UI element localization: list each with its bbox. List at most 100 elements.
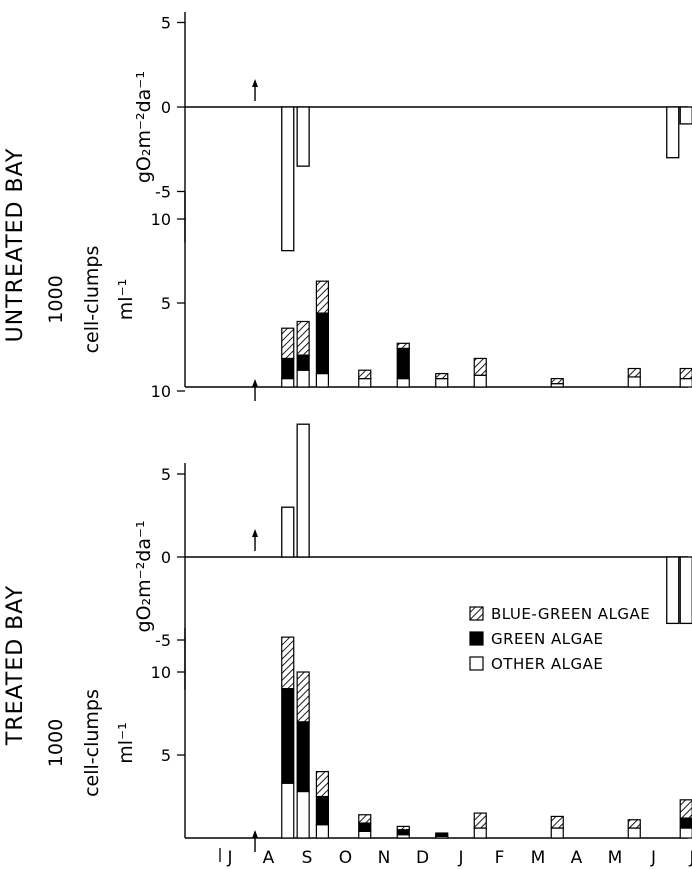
cells-y-label: cell-clumps bbox=[81, 689, 103, 797]
panel-0-cells: 10 5 1000 cell-clumps ml⁻¹ bbox=[45, 192, 692, 401]
y-tick-label: 5 bbox=[161, 14, 171, 33]
green-algae-segment bbox=[281, 687, 295, 784]
blue-green-algae-segment bbox=[627, 819, 641, 829]
blue-green-algae-segment bbox=[281, 636, 295, 690]
y-tick-label: 0 bbox=[161, 548, 171, 567]
legend: BLUE-GREEN ALGAE GREEN ALGAE OTHER ALGAE bbox=[469, 605, 650, 673]
y-tick-label: -5 bbox=[155, 631, 171, 650]
month-tick-label: J bbox=[688, 848, 692, 868]
other-algae-segment bbox=[550, 827, 564, 839]
blue-green-algae-segment bbox=[627, 367, 641, 378]
other-algae-segment bbox=[358, 830, 372, 839]
green-algae-segment bbox=[396, 347, 410, 380]
y-tick-label: -5 bbox=[155, 183, 171, 202]
other-algae-segment bbox=[281, 378, 295, 388]
blue-green-algae-segment bbox=[296, 320, 310, 356]
y-tick-label: 10 bbox=[151, 663, 171, 682]
blue-green-algae-segment bbox=[315, 770, 329, 798]
other-algae-segment bbox=[473, 827, 487, 839]
month-tick-label: O bbox=[339, 848, 352, 868]
green-algae-segment bbox=[296, 354, 310, 371]
oxygen-bar bbox=[296, 423, 310, 558]
month-tick-label: J bbox=[457, 848, 463, 868]
cells-y-label: 1000 bbox=[45, 275, 67, 323]
green-algae-segment bbox=[358, 822, 372, 832]
y-tick-label: 5 bbox=[161, 294, 171, 313]
oxygen-bar bbox=[281, 106, 295, 252]
green-algae-segment bbox=[315, 795, 329, 826]
legend-label: OTHER ALGAE bbox=[491, 655, 603, 673]
oxygen-bar bbox=[666, 106, 680, 159]
other-algae-segment bbox=[358, 378, 372, 388]
other-algae-segment bbox=[627, 376, 641, 388]
month-tick-label: S bbox=[302, 848, 313, 868]
blue-green-algae-segment bbox=[396, 825, 410, 831]
oxygen-bar bbox=[296, 106, 310, 167]
cells-y-label: 1000 bbox=[45, 719, 67, 767]
other-algae-segment bbox=[315, 824, 329, 839]
month-tick-label: A bbox=[571, 848, 583, 868]
blue-green-algae-segment bbox=[315, 280, 329, 314]
other-algae-segment bbox=[296, 369, 310, 388]
blue-green-algae-segment bbox=[550, 815, 564, 829]
other-algae-segment bbox=[315, 372, 329, 388]
other-algae-segment bbox=[435, 378, 449, 388]
month-tick-label: D bbox=[416, 848, 429, 868]
blue-green-algae-segment bbox=[435, 372, 449, 380]
green-algae-segment bbox=[315, 312, 329, 375]
blue-green-algae-segment bbox=[473, 357, 487, 376]
blue-green-algae-segment bbox=[358, 814, 372, 824]
green-algae-segment bbox=[396, 829, 410, 836]
arrow-marker-head bbox=[252, 79, 259, 87]
green-algae-segment bbox=[435, 832, 449, 837]
oxygen-bar bbox=[679, 106, 692, 125]
blue-green-algae-segment bbox=[679, 799, 692, 819]
legend-swatch bbox=[469, 631, 484, 646]
group-label: UNTREATED BAY bbox=[3, 148, 28, 343]
month-axis: JASONDJFMAMJJ bbox=[219, 848, 692, 868]
group-label: TREATED BAY bbox=[3, 585, 28, 746]
green-algae-segment bbox=[281, 357, 295, 380]
other-algae-segment bbox=[679, 378, 692, 388]
legend-swatch bbox=[469, 656, 484, 671]
blue-green-algae-segment bbox=[473, 812, 487, 829]
month-tick-label: M bbox=[531, 848, 546, 868]
legend-label: GREEN ALGAE bbox=[491, 630, 603, 648]
panel-1-cells: 10 5 1000 cell-clumps ml⁻¹ bbox=[45, 628, 692, 852]
y-tick-label: 5 bbox=[161, 465, 171, 484]
y-tick-label: 5 bbox=[161, 746, 171, 765]
other-algae-segment bbox=[296, 790, 310, 839]
oxygen-bar bbox=[666, 556, 680, 625]
blue-green-algae-segment bbox=[296, 671, 310, 723]
blue-green-algae-segment bbox=[358, 369, 372, 380]
cells-y-label: ml⁻¹ bbox=[115, 279, 137, 320]
other-algae-segment bbox=[281, 782, 295, 839]
oxygen-y-label: gO₂m⁻²da⁻¹ bbox=[133, 71, 155, 183]
blue-green-algae-segment bbox=[396, 342, 410, 349]
other-algae-segment bbox=[473, 374, 487, 388]
oxygen-bar bbox=[281, 506, 295, 558]
month-tick-label: N bbox=[378, 848, 391, 868]
blue-green-algae-segment bbox=[550, 378, 564, 385]
arrow-marker-head bbox=[252, 830, 259, 838]
blue-green-algae-segment bbox=[281, 327, 295, 360]
cells-y-label: ml⁻¹ bbox=[115, 722, 137, 763]
arrow-marker-head bbox=[252, 529, 259, 537]
arrow-marker-head bbox=[252, 379, 259, 387]
other-algae-segment bbox=[627, 827, 641, 839]
month-tick-label: J bbox=[226, 848, 232, 868]
cells-y-label: cell-clumps bbox=[81, 246, 103, 354]
y-tick-label: 10 bbox=[151, 382, 171, 401]
month-tick-label: A bbox=[263, 848, 275, 868]
oxygen-bar bbox=[679, 556, 692, 625]
other-algae-segment bbox=[679, 827, 692, 839]
green-algae-segment bbox=[679, 817, 692, 829]
month-tick-label: F bbox=[495, 848, 505, 868]
y-tick-label: 0 bbox=[161, 98, 171, 117]
other-algae-segment bbox=[396, 378, 410, 388]
month-tick-label: J bbox=[650, 848, 656, 868]
blue-green-algae-segment bbox=[679, 367, 692, 380]
